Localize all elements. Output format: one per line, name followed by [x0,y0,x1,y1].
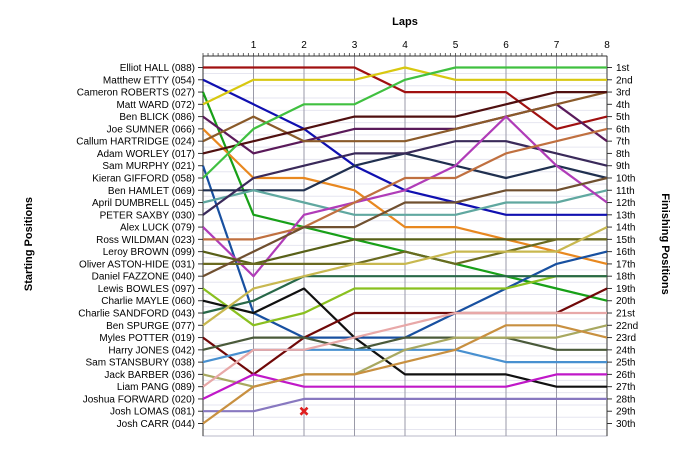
starting-position-label: Leroy BROWN (099) [103,247,195,258]
finishing-position-label: 1st [616,63,630,74]
starting-position-label: Joe SUMNER (066) [107,124,195,135]
finishing-position-label: 7th [616,137,630,148]
series-line-20 [202,287,607,388]
right-axis-title: Finishing Positions [659,193,671,294]
starting-position-label: Myles POTTER (019) [99,333,195,344]
series-line-21 [202,275,607,315]
x-axis-title: Laps [392,16,418,28]
x-tick-label: 7 [554,40,560,51]
starting-position-label: Cameron ROBERTS (027) [77,88,195,99]
series-line-19 [202,275,607,327]
x-tick-label: 4 [402,40,408,51]
finishing-position-label: 11th [616,186,635,197]
series-line-28 [202,373,607,400]
retired-marker [299,406,309,416]
finishing-position-label: 27th [616,382,635,393]
finishing-position-label: 12th [616,198,635,209]
finishing-position-label: 6th [616,124,630,135]
starting-position-label: Charlie MAYLE (060) [101,296,195,307]
x-tick-label: 8 [604,40,610,51]
starting-position-label: Liam PANG (089) [117,382,195,393]
starting-position-label: Elliot HALL (088) [120,63,195,74]
starting-position-label: Ben BLICK (086) [119,112,195,123]
starting-position-label: Ben SPURGE (077) [106,321,195,332]
finishing-position-label: 19th [616,284,635,295]
starting-position-label: Josh LOMAS (081) [110,407,195,418]
starting-position-label: Alex LUCK (079) [120,223,195,234]
finishing-position-label: 4th [616,100,630,111]
finishing-position-label: 3rd [616,88,630,99]
finishing-position-label: 18th [616,272,635,283]
finishing-position-label: 15th [616,235,635,246]
starting-position-label: Lewis BOWLES (097) [98,284,195,295]
finishing-position-label: 20th [616,296,635,307]
finishing-position-label: 25th [616,358,635,369]
series-line-7 [202,91,608,143]
finishing-position-label: 5th [616,112,630,123]
finishing-position-label: 17th [616,259,635,270]
starting-position-label: Matt WARD (072) [116,100,195,111]
finishing-position-label: 22nd [616,321,638,332]
finishing-position-label: 9th [616,161,630,172]
grid [202,53,608,437]
series-line-22 [202,226,608,327]
x-tick-label: 3 [352,40,358,51]
finishing-position-label: 21st [616,309,635,320]
series-line-1 [203,66,608,130]
starting-position-label: Charlie SANDFORD (043) [78,309,195,320]
series-line-6 [202,128,608,265]
starting-position-label: Daniel FAZZONE (040) [92,272,195,283]
series-lines [201,66,608,425]
starting-position-label: Kieran GIFFORD (058) [92,173,195,184]
starting-position-label: Matthew ETTY (054) [103,75,195,86]
series-line-10 [202,66,607,179]
series-line-30 [202,324,608,425]
series-line-15 [203,127,608,241]
starting-position-label: Josh CARR (044) [117,419,195,430]
left-axis-title: Starting Positions [23,197,35,291]
starting-position-label: Adam WORLEY (017) [97,149,195,160]
starting-position-label: Ben HAMLET (069) [108,186,195,197]
starting-position-label: Callum HARTRIDGE (024) [76,137,195,148]
starting-position-label: Joshua FORWARD (020) [83,394,195,405]
series-line-29 [203,397,607,413]
starting-position-label: PETER SAXBY (030) [100,210,195,221]
finishing-position-label: 29th [616,407,635,418]
series-line-14 [202,115,608,278]
starting-position-label: Sam MURPHY (021) [102,161,195,172]
finishing-position-label: 13th [616,210,635,221]
x-tick-label: 6 [503,40,509,51]
series-line-18 [202,176,608,278]
finishing-position-label: 30th [616,419,635,430]
series-line-27 [202,311,607,388]
finishing-position-label: 16th [616,247,635,258]
series-line-12 [202,189,608,216]
labels: 1 2 3 4 5 6 7 8 Elliot HALL (088)Matthew ETTY (0… [76,40,638,430]
series-line-24 [202,336,607,351]
series-line-4 [202,66,607,106]
finishing-position-label: 8th [616,149,630,160]
series-line-16 [202,238,607,265]
finishing-position-label: 28th [616,394,635,405]
starting-position-label: Ross WILDMAN (023) [96,235,195,246]
finishing-position-label: 14th [616,223,635,234]
x-tick-label: 1 [251,40,257,51]
finishing-position-label: 24th [616,345,635,356]
series-line-17 [203,238,607,265]
finishing-position-label: 2nd [616,75,633,86]
finishing-position-label: 23rd [616,333,636,344]
starting-position-label: Sam STANSBURY (038) [86,358,195,369]
starting-position-label: Harry JONES (042) [108,345,195,356]
starting-position-label: April DUMBRELL (045) [92,198,195,209]
series-line-8 [202,90,607,155]
x-tick-label: 5 [453,40,459,51]
starting-position-label: Jack BARBER (036) [104,370,195,381]
finishing-position-label: 26th [616,370,635,381]
starting-position-label: Oliver ASTON-HIDE (031) [79,259,195,270]
markers [299,406,309,416]
x-tick-label: 2 [301,40,307,51]
finishing-position-label: 10th [616,173,635,184]
